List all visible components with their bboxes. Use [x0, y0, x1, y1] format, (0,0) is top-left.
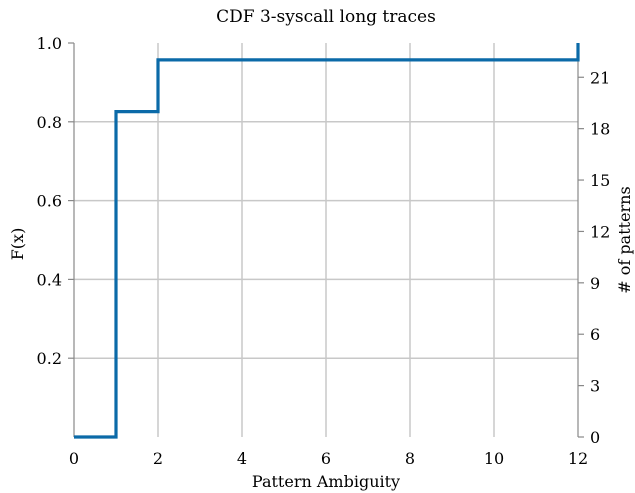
y-axis-label: F(x) — [8, 228, 27, 261]
y2-tick-label: 15 — [590, 171, 610, 190]
y-tick-label: 1.0 — [37, 34, 62, 53]
x-tick-label: 4 — [237, 449, 247, 468]
grid — [74, 43, 578, 437]
y2-tick-label: 6 — [590, 325, 600, 344]
ticks: 0 2 4 6 8 10 12 0.2 0.4 0.6 0.8 1.0 0 3 6 9 12 15 18 21 — [37, 34, 611, 468]
y2-tick-label: 18 — [590, 120, 610, 139]
secondary-y-axis-label: # of patterns — [615, 186, 634, 293]
x-tick-label: 0 — [69, 449, 79, 468]
y-tick-label: 0.6 — [37, 192, 62, 211]
y2-tick-label: 9 — [590, 274, 600, 293]
y-tick-label: 0.2 — [37, 349, 62, 368]
x-tick-label: 10 — [484, 449, 504, 468]
y2-tick-label: 3 — [590, 377, 600, 396]
x-tick-label: 8 — [405, 449, 415, 468]
cdf-step-line — [74, 43, 580, 439]
x-tick-label: 6 — [321, 449, 331, 468]
axes — [73, 43, 579, 437]
chart-title: CDF 3-syscall long traces — [216, 7, 436, 27]
y2-tick-label: 21 — [590, 68, 610, 87]
y2-tick-label: 0 — [590, 428, 600, 447]
x-tick-label: 12 — [568, 449, 588, 468]
y-tick-label: 0.4 — [37, 270, 62, 289]
x-axis-label: Pattern Ambiguity — [252, 472, 400, 491]
x-tick-label: 2 — [153, 449, 163, 468]
y2-tick-label: 12 — [590, 222, 610, 241]
y-tick-label: 0.8 — [37, 113, 62, 132]
